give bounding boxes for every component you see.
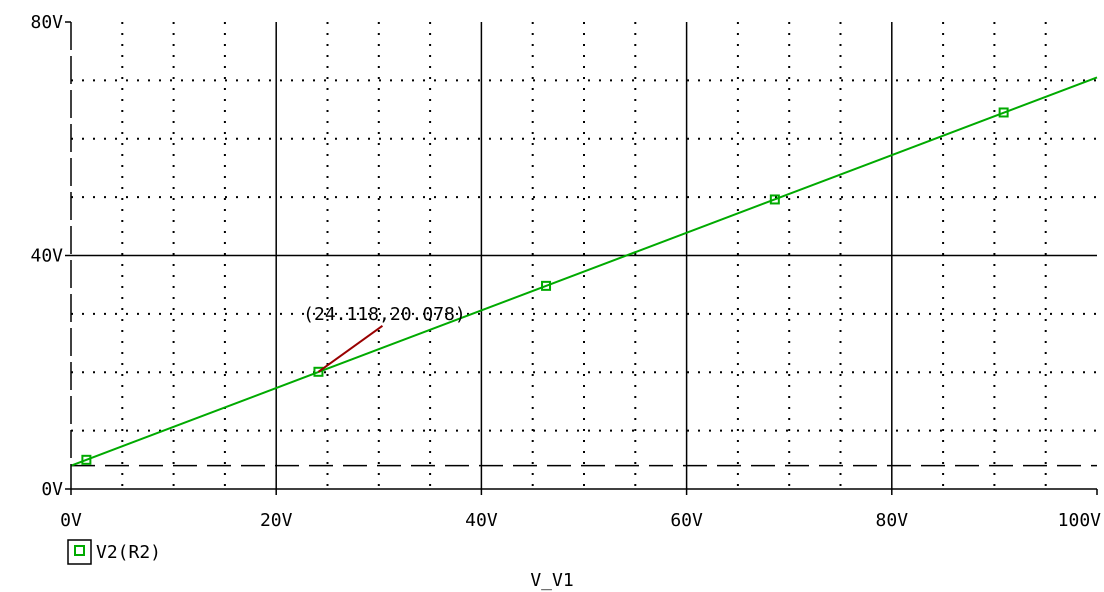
y-tick-label: 40V <box>30 246 63 267</box>
series-lines <box>70 76 1098 467</box>
data-marker <box>769 194 780 205</box>
series-line-v2-r2 <box>70 76 1098 467</box>
cursor-leader-line <box>317 324 384 373</box>
minor-grid <box>71 22 1097 489</box>
cursor-annotation: (24.118,20.078) <box>303 304 466 373</box>
legend-label: V2(R2) <box>96 542 161 563</box>
y-tick-label: 0V <box>41 479 63 500</box>
x-tick-label: 60V <box>670 510 703 531</box>
series-markers <box>81 107 1009 465</box>
x-tick-label: 40V <box>465 510 498 531</box>
x-tick-label: 80V <box>876 510 909 531</box>
axes-frame <box>65 21 1098 495</box>
tick-labels: 0V 20V 40V 60V 80V 100V 0V 40V 80V <box>30 12 1101 531</box>
data-marker <box>313 366 324 377</box>
x-tick-label: 0V <box>60 510 82 531</box>
legend: V2(R2) <box>67 539 161 565</box>
data-marker <box>998 107 1009 118</box>
x-tick-label: 20V <box>260 510 293 531</box>
legend-swatch-frame <box>67 539 92 565</box>
x-tick-label: 100V <box>1058 510 1102 531</box>
data-marker <box>541 280 552 291</box>
x-axis-title: V_V1 <box>530 570 573 591</box>
major-grid <box>71 22 1097 489</box>
y-tick-label: 80V <box>30 12 63 33</box>
data-marker <box>81 454 92 465</box>
hollow-square-marker-icon <box>74 545 85 556</box>
cursor-coordinate-label: (24.118,20.078) <box>303 304 466 325</box>
